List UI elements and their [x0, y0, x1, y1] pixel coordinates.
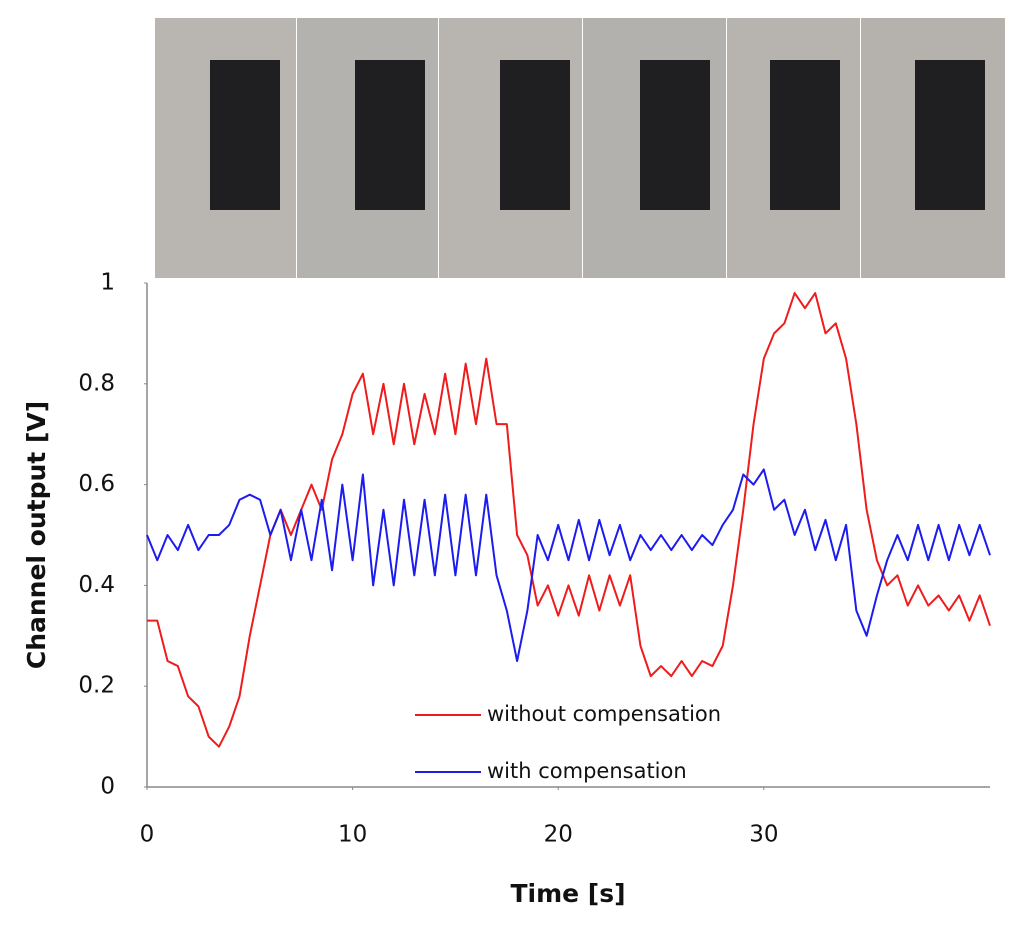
y-tick-label: 0	[100, 774, 115, 800]
y-tick-label: 0.2	[78, 673, 115, 699]
person	[210, 60, 280, 210]
person	[355, 60, 425, 210]
legend-label: without compensation	[487, 702, 721, 726]
data-line	[147, 292, 991, 748]
legend-label: with compensation	[487, 759, 687, 783]
y-tick-label: 1	[100, 270, 115, 296]
photo-strip	[155, 18, 1005, 278]
person	[915, 60, 985, 210]
data-line	[146, 468, 991, 662]
x-tick-label: 10	[338, 822, 367, 848]
person	[770, 60, 840, 210]
x-axis-title: Time [s]	[510, 879, 625, 908]
person	[640, 60, 710, 210]
person	[500, 60, 570, 210]
y-tick-label: 0.4	[78, 572, 115, 598]
x-tick-label: 0	[140, 822, 155, 848]
x-tick-label: 20	[544, 822, 573, 848]
y-tick-label: 0.8	[78, 370, 115, 396]
x-tick-label: 30	[749, 822, 778, 848]
y-axis-title: Channel output [V]	[22, 401, 51, 669]
y-tick-label: 0.6	[78, 471, 115, 497]
